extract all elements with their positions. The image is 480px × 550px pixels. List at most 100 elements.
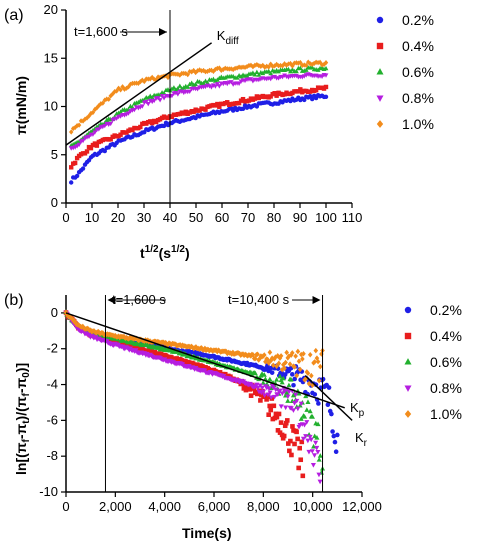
data-point — [161, 96, 167, 101]
data-point — [86, 134, 92, 140]
data-point — [234, 75, 240, 80]
data-point — [309, 414, 315, 419]
data-point — [316, 457, 322, 462]
data-point — [310, 382, 315, 389]
data-point — [316, 377, 322, 384]
data-point — [94, 143, 100, 148]
data-point — [260, 389, 267, 395]
data-point — [169, 93, 175, 99]
data-point — [262, 64, 267, 70]
data-point — [313, 87, 319, 93]
data-point — [293, 392, 299, 398]
data-point — [114, 88, 119, 94]
arrow2-label: t=10,400 s — [228, 292, 290, 307]
data-point — [106, 96, 111, 102]
data-point — [303, 393, 309, 399]
data-point — [285, 398, 291, 403]
data-point — [265, 356, 270, 363]
data-point — [124, 85, 129, 91]
data-point — [310, 462, 316, 468]
data-point — [301, 351, 306, 357]
data-point — [244, 63, 250, 70]
data-point — [247, 387, 253, 392]
data-point — [74, 122, 80, 129]
legend-marker — [376, 42, 384, 50]
legend-marker — [376, 68, 384, 75]
data-point — [290, 408, 296, 413]
legend-label: 0.8% — [430, 380, 462, 396]
data-point — [108, 121, 114, 127]
data-point — [76, 122, 82, 128]
plot-a-ylabel: π(mN/m) — [13, 76, 29, 135]
data-point — [296, 358, 302, 364]
y-tick-label: -2 — [46, 341, 58, 356]
legend-item: 0.2% — [376, 12, 434, 28]
arrow1-label: t=1,600 s — [112, 292, 166, 307]
data-point — [138, 79, 143, 85]
data-point — [264, 397, 269, 402]
data-point — [80, 138, 86, 144]
data-point — [108, 137, 113, 142]
y-tick-label: 0 — [51, 195, 58, 210]
x-tick-label: 10,000 — [293, 499, 333, 514]
data-point — [252, 370, 258, 376]
data-point — [266, 360, 272, 366]
legend-marker — [376, 16, 384, 24]
data-point — [312, 392, 318, 397]
legend-item: 0.6% — [404, 354, 462, 370]
data-point — [270, 362, 276, 369]
data-point — [84, 115, 90, 121]
data-point — [185, 84, 191, 89]
y-tick-label: 20 — [44, 2, 58, 17]
data-point — [268, 407, 274, 413]
data-point — [151, 98, 157, 104]
data-point — [145, 101, 151, 107]
x-tick-label: 2,000 — [99, 499, 132, 514]
data-point — [278, 353, 284, 359]
legend-label: 0.4% — [430, 328, 462, 344]
data-point — [177, 83, 183, 88]
legend-item: 0.8% — [376, 90, 434, 106]
data-point — [256, 72, 262, 77]
data-point — [289, 452, 294, 458]
data-point — [175, 92, 181, 97]
plot-b-data — [63, 309, 340, 485]
legend-label: 0.4% — [402, 38, 434, 54]
data-point — [275, 428, 281, 433]
data-point — [284, 390, 290, 395]
legend-marker — [376, 120, 384, 128]
data-point — [294, 429, 299, 435]
legend-item: 0.8% — [404, 380, 462, 396]
x-tick-label: 60 — [215, 210, 229, 225]
data-point — [300, 436, 306, 442]
data-point — [284, 62, 289, 68]
plot-b-axes: 0 2,000 4,000 6,000 8,000 10,000 12,000 0 -2 -4 -6… — [39, 295, 382, 514]
data-point — [177, 72, 183, 78]
legend-marker — [376, 95, 384, 102]
data-point — [307, 351, 313, 358]
x-tick-label: 12,000 — [342, 499, 382, 514]
data-point — [108, 93, 113, 99]
data-point — [98, 101, 104, 107]
data-point — [300, 473, 306, 479]
data-point — [261, 352, 267, 358]
data-point — [305, 370, 311, 377]
data-point — [316, 472, 322, 478]
panel-b-label: (b) — [4, 292, 24, 309]
data-point — [185, 71, 190, 78]
panel-a-label: (a) — [4, 7, 24, 24]
data-point — [118, 87, 123, 93]
data-point — [76, 142, 82, 148]
legend-label: 1.0% — [430, 406, 462, 422]
data-point — [273, 411, 279, 417]
plot-b-xlabel: Time(s) — [182, 525, 232, 541]
data-point — [266, 386, 272, 392]
data-point — [282, 372, 288, 377]
x-tick-label: 0 — [62, 210, 69, 225]
y-tick-label: -10 — [39, 484, 58, 499]
data-point — [314, 435, 320, 440]
legend-marker — [404, 358, 412, 365]
data-point — [273, 387, 279, 393]
data-point — [138, 124, 143, 130]
data-point — [250, 352, 256, 358]
